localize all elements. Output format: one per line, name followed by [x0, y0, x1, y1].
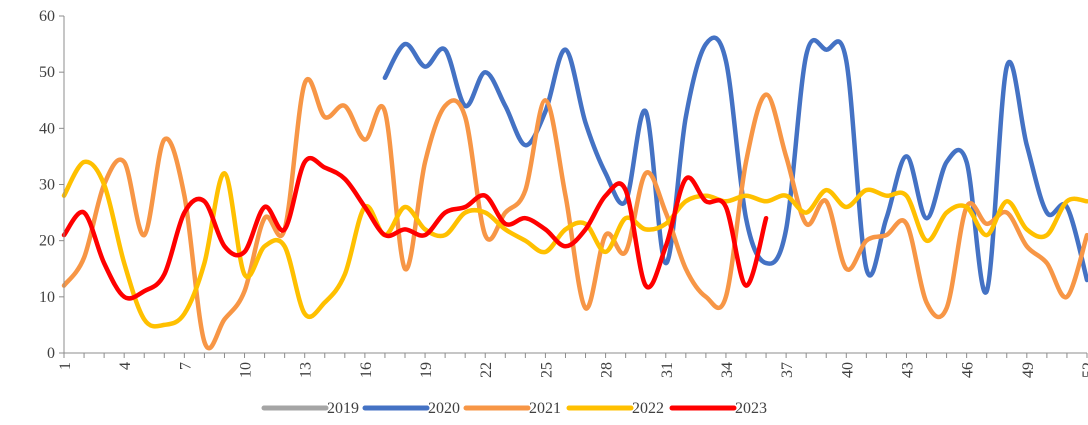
y-tick-label: 30 [39, 177, 55, 194]
series-line-2023 [61, 155, 769, 301]
legend-label: 2019 [327, 400, 359, 417]
series-lines [61, 35, 1088, 351]
legend-label: 2020 [428, 400, 460, 417]
y-tick-label: 60 [39, 8, 55, 25]
x-tick-label: 31 [659, 362, 676, 378]
legend-label: 2022 [632, 400, 664, 417]
x-tick-label: 43 [899, 362, 916, 378]
y-axis-ticks: 0 10 20 30 40 50 60 [39, 8, 64, 362]
x-tick-label: 25 [538, 362, 555, 378]
x-tick-label: 16 [358, 362, 375, 378]
y-tick-label: 40 [39, 120, 55, 137]
legend-label: 2021 [529, 400, 561, 417]
x-tick-label: 1 [57, 362, 74, 370]
series-line-2022 [61, 159, 1088, 329]
x-tick-label: 40 [839, 362, 856, 378]
y-tick-label: 0 [47, 345, 55, 362]
series-line-2020 [382, 35, 1088, 295]
legend: 2019 2020 2021 2022 2023 [261, 400, 767, 417]
x-tick-label: 13 [298, 362, 315, 378]
x-tick-label: 7 [177, 362, 194, 370]
y-tick-label: 50 [39, 64, 55, 81]
x-tick-label: 34 [719, 362, 736, 378]
x-tick-label: 10 [238, 362, 255, 378]
y-tick-label: 10 [39, 289, 55, 306]
x-tick-label: 46 [960, 362, 977, 378]
x-tick-label: 19 [418, 362, 435, 378]
x-tick-label: 52 [1080, 362, 1088, 378]
x-tick-label: 37 [779, 362, 796, 378]
series-line-2021 [61, 77, 1088, 351]
y-tick-label: 20 [39, 233, 55, 250]
legend-label: 2023 [735, 400, 767, 417]
x-axis-ticks: 1 4 7 10 13 16 19 22 25 28 31 34 37 40 43 46 49 52 [57, 353, 1088, 378]
x-tick-label: 28 [599, 362, 616, 378]
x-tick-label: 22 [478, 362, 495, 378]
x-tick-label: 4 [117, 362, 134, 370]
x-tick-label: 49 [1020, 362, 1037, 378]
